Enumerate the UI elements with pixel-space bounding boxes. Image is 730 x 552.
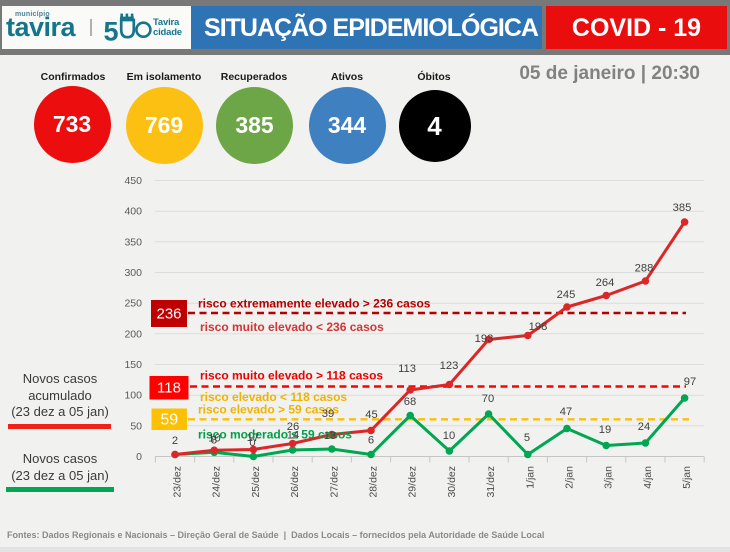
svg-text:30/dez: 30/dez xyxy=(446,466,458,498)
svg-text:47: 47 xyxy=(560,406,572,418)
svg-text:25/dez: 25/dez xyxy=(250,466,262,498)
svg-text:200: 200 xyxy=(124,328,142,340)
svg-text:113: 113 xyxy=(398,363,416,375)
svg-text:2: 2 xyxy=(172,435,178,447)
svg-text:24/dez: 24/dez xyxy=(211,466,223,498)
svg-text:4/jan: 4/jan xyxy=(642,466,654,489)
svg-text:68: 68 xyxy=(404,396,416,408)
svg-text:24: 24 xyxy=(638,421,650,433)
svg-text:150: 150 xyxy=(124,359,142,371)
svg-text:risco muito elevado < 236 caso: risco muito elevado < 236 casos xyxy=(200,320,384,334)
svg-text:28/dez: 28/dez xyxy=(368,466,380,498)
svg-text:risco moderado ≤ 59 casos: risco moderado ≤ 59 casos xyxy=(198,428,352,442)
svg-text:5/jan: 5/jan xyxy=(681,466,693,489)
svg-text:14: 14 xyxy=(287,430,299,442)
svg-text:26/dez: 26/dez xyxy=(289,466,301,498)
svg-text:450: 450 xyxy=(124,175,142,187)
svg-text:19: 19 xyxy=(599,424,611,436)
svg-text:10: 10 xyxy=(443,430,455,442)
svg-text:50: 50 xyxy=(130,420,142,432)
svg-text:70: 70 xyxy=(482,393,494,405)
svg-text:59: 59 xyxy=(160,412,178,429)
svg-text:26: 26 xyxy=(287,421,299,433)
svg-text:risco elevado < 118 casos: risco elevado < 118 casos xyxy=(200,390,347,404)
svg-text:193: 193 xyxy=(475,333,494,345)
svg-text:23/dez: 23/dez xyxy=(172,466,184,498)
svg-text:288: 288 xyxy=(635,263,654,275)
svg-text:100: 100 xyxy=(124,390,142,402)
svg-text:123: 123 xyxy=(440,360,459,372)
svg-text:300: 300 xyxy=(124,267,142,279)
svg-text:45: 45 xyxy=(365,409,377,421)
svg-text:0: 0 xyxy=(136,451,142,463)
svg-text:27/dez: 27/dez xyxy=(328,466,340,498)
svg-text:risco elevado > 59 casos: risco elevado > 59 casos xyxy=(198,403,339,417)
svg-text:8: 8 xyxy=(211,435,217,447)
svg-text:6: 6 xyxy=(368,435,374,447)
svg-text:245: 245 xyxy=(557,289,576,301)
svg-text:29/dez: 29/dez xyxy=(407,466,419,498)
svg-text:2/jan: 2/jan xyxy=(564,466,576,489)
svg-text:17: 17 xyxy=(247,432,259,444)
svg-text:400: 400 xyxy=(124,206,142,218)
svg-text:3/jan: 3/jan xyxy=(603,466,615,489)
svg-text:236: 236 xyxy=(156,306,181,323)
svg-text:1/jan: 1/jan xyxy=(524,466,536,489)
svg-text:13: 13 xyxy=(324,430,336,442)
svg-text:97: 97 xyxy=(684,376,696,388)
svg-text:risco extremamente elevado > 2: risco extremamente elevado > 236 casos xyxy=(198,297,431,311)
svg-text:5: 5 xyxy=(104,17,119,47)
svg-text:31/dez: 31/dez xyxy=(485,466,497,498)
svg-text:risco muito elevado > 118 caso: risco muito elevado > 118 casos xyxy=(200,369,383,383)
svg-text:10: 10 xyxy=(208,433,220,445)
svg-text:118: 118 xyxy=(157,380,181,397)
svg-text:264: 264 xyxy=(596,277,615,289)
svg-text:198: 198 xyxy=(529,321,548,333)
svg-text:39: 39 xyxy=(322,408,334,420)
svg-text:350: 350 xyxy=(124,236,142,248)
svg-text:385: 385 xyxy=(673,202,692,214)
svg-text:0: 0 xyxy=(249,437,255,449)
svg-text:5: 5 xyxy=(524,432,530,444)
svg-text:250: 250 xyxy=(124,298,142,310)
